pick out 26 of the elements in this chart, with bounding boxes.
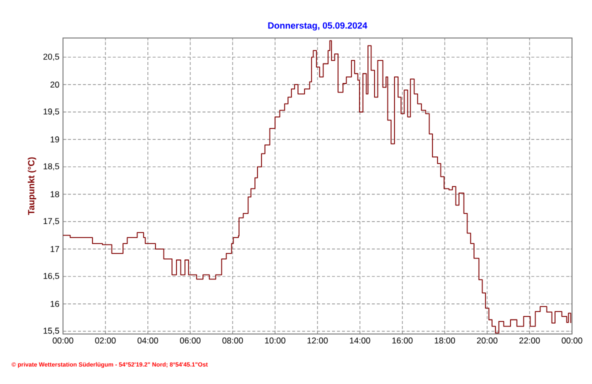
x-tick-label: 08:00 (222, 338, 243, 344)
y-tick-label: 19,5 (44, 108, 60, 116)
x-tick-label: 10:00 (265, 338, 286, 344)
x-tick-label: 00:00 (52, 338, 74, 344)
y-tick-label: 20 (50, 82, 60, 88)
x-tick-label: 12:00 (308, 338, 328, 344)
y-tick-label: 19 (50, 136, 60, 142)
x-tick-label: 06:00 (180, 338, 201, 344)
x-tick-label: 00:00 (562, 338, 582, 344)
x-tick-label: 02:00 (95, 338, 116, 344)
y-tick-label: 15,5 (44, 328, 60, 335)
y-axis-title: Taupunkt (°C) (28, 157, 36, 216)
y-tick-label: 17,5 (44, 218, 60, 226)
chart-title: Donnerstag, 05.09.2024 (268, 22, 368, 31)
x-tick-label: 14:00 (350, 338, 370, 344)
x-tick-label: 16:00 (392, 338, 413, 344)
y-tick-label: 16,5 (44, 272, 60, 280)
y-tick-label: 17 (50, 246, 60, 252)
y-tick-label: 18 (50, 191, 60, 198)
x-tick-label: 04:00 (138, 338, 158, 344)
x-tick-label: 22:00 (519, 338, 540, 344)
x-tick-label: 18:00 (434, 338, 456, 344)
y-tick-label: 18,5 (44, 163, 60, 170)
x-tick-label: 20:00 (477, 338, 498, 344)
y-tick-label: 20,5 (43, 54, 60, 61)
y-tick-label: 16 (50, 300, 60, 307)
